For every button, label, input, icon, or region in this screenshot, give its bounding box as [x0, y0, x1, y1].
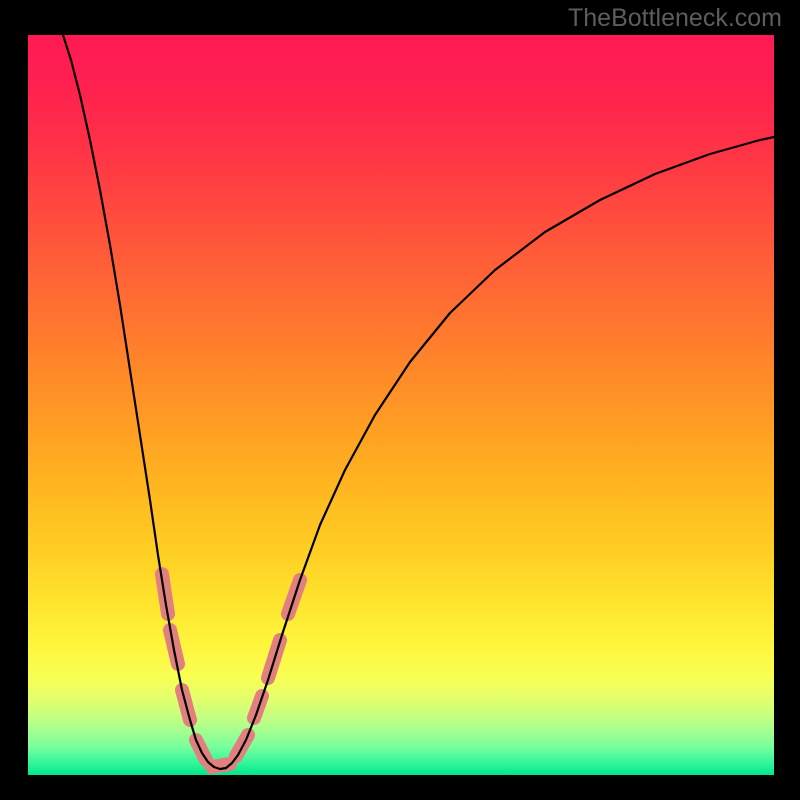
watermark-text: TheBottleneck.com: [568, 4, 782, 33]
curve-layer: [0, 0, 800, 800]
data-point-markers: [162, 574, 300, 767]
chart-stage: TheBottleneck.com: [0, 0, 800, 800]
